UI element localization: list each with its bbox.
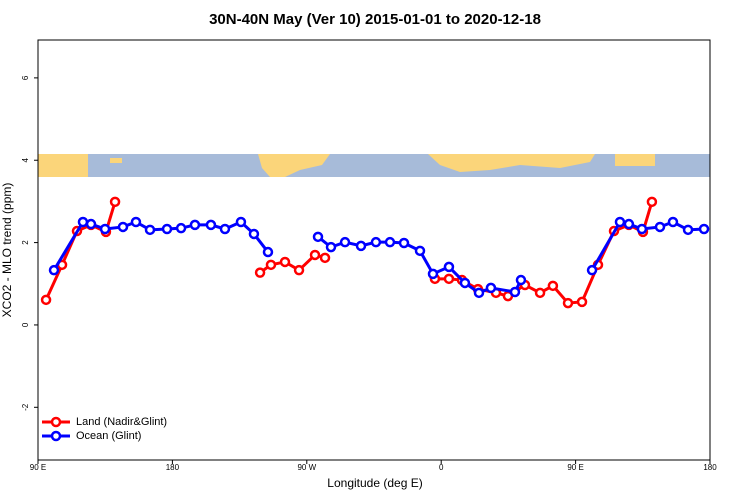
- point: [534, 287, 546, 299]
- point: [509, 286, 521, 298]
- point: [293, 264, 305, 276]
- point: [189, 219, 201, 231]
- x-tick-label: 0: [439, 463, 444, 472]
- point: [319, 252, 331, 264]
- point: [219, 223, 231, 235]
- x-tick-label: 180: [703, 463, 717, 472]
- point: [623, 218, 635, 230]
- point: [370, 236, 382, 248]
- point: [614, 216, 626, 228]
- point: [130, 216, 142, 228]
- x-tick-label: 90 E: [30, 463, 46, 472]
- point: [309, 249, 321, 261]
- point: [312, 231, 324, 243]
- point: [682, 224, 694, 236]
- plot-frame: [37, 39, 711, 461]
- point: [636, 223, 648, 235]
- legend-marker: [50, 416, 62, 428]
- point: [117, 221, 129, 233]
- point: [161, 223, 173, 235]
- point: [654, 221, 666, 233]
- point: [144, 224, 156, 236]
- point: [77, 216, 89, 228]
- x-axis-label: Longitude (deg E): [327, 476, 422, 490]
- point: [325, 241, 337, 253]
- point: [355, 240, 367, 252]
- point: [443, 273, 455, 285]
- y-tick-label: 4: [21, 157, 30, 162]
- point: [339, 236, 351, 248]
- y-tick-label: 0: [21, 322, 30, 327]
- x-tick-label: 90 E: [567, 463, 583, 472]
- map-band: [38, 154, 710, 177]
- legend-label: Ocean (Glint): [76, 430, 141, 442]
- point: [414, 245, 426, 257]
- point: [398, 237, 410, 249]
- point: [265, 259, 277, 271]
- point: [248, 228, 260, 240]
- point: [667, 216, 679, 228]
- point: [48, 264, 60, 276]
- point: [646, 196, 658, 208]
- y-tick-label: 2: [21, 240, 30, 245]
- legend-label: Land (Nadir&Glint): [76, 416, 167, 428]
- point: [459, 277, 471, 289]
- point: [40, 294, 52, 306]
- chart-title: 30N-40N May (Ver 10) 2015-01-01 to 2020-…: [209, 11, 541, 28]
- point: [109, 196, 121, 208]
- point: [586, 264, 598, 276]
- point: [279, 256, 291, 268]
- point: [473, 287, 485, 299]
- point: [698, 223, 710, 235]
- point: [262, 246, 274, 258]
- y-tick-label: 6: [21, 75, 30, 80]
- y-axis-label: XCO2 - MLO trend (ppm): [0, 183, 14, 318]
- point: [235, 216, 247, 228]
- x-tick-label: 90 W: [297, 463, 316, 472]
- legend-marker: [50, 430, 62, 442]
- point: [85, 218, 97, 230]
- point: [205, 219, 217, 231]
- point: [515, 274, 527, 286]
- point: [254, 267, 266, 278]
- point: [576, 296, 588, 308]
- point: [175, 222, 187, 234]
- y-tick-label: -2: [21, 403, 30, 411]
- point: [384, 236, 396, 248]
- point: [99, 223, 111, 235]
- point: [547, 280, 559, 292]
- point: [427, 268, 439, 280]
- point: [443, 261, 455, 273]
- point: [485, 282, 497, 294]
- x-tick-label: 180: [166, 463, 180, 472]
- point: [562, 297, 574, 309]
